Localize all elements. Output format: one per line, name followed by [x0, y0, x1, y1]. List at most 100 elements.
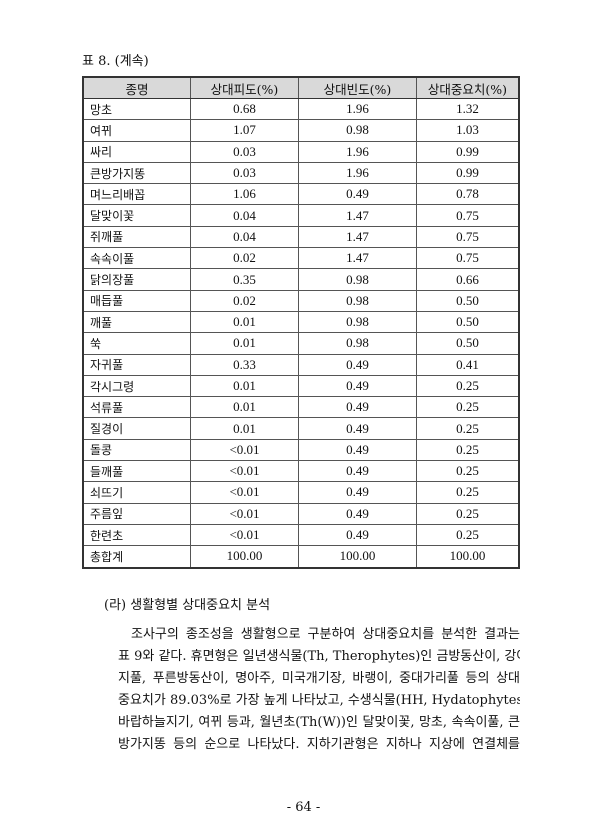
cell-relative-importance: 0.25 — [416, 396, 520, 419]
cell-relative-frequency: 1.47 — [298, 225, 417, 249]
cell-relative-cover: 0.04 — [190, 204, 299, 227]
cell-relative-cover: 0.03 — [190, 161, 299, 185]
cell-relative-importance: 0.66 — [416, 268, 520, 291]
cell-species: 속속이풀 — [82, 247, 191, 270]
cell-relative-cover: <0.01 — [190, 481, 299, 504]
header-relative-cover: 상대피도(%) — [190, 76, 299, 99]
species-importance-table: 종명 상대피도(%) 상대빈도(%) 상대중요치(%) 망초 0.68 1.96 1.… — [82, 76, 520, 569]
cell-species: 망초 — [82, 97, 191, 121]
cell-relative-frequency: 1.47 — [298, 204, 417, 227]
cell-relative-importance: 1.03 — [416, 119, 520, 142]
cell-relative-cover: 0.04 — [190, 225, 299, 249]
table-row: 각시그령 0.01 0.49 0.25 — [82, 374, 520, 398]
table-row: 쑥 0.01 0.98 0.50 — [82, 332, 520, 355]
cell-species: 돌콩 — [82, 438, 191, 462]
total-row: 총합계 100.00 100.00 100.00 — [82, 545, 520, 569]
paragraph-line: 바랍하늘지기, 여뀌 등과, 월년초(Th(W))인 달맞이꽃, 망초, 속속이… — [118, 715, 520, 730]
cell-relative-frequency: 0.98 — [298, 332, 417, 355]
cell-species: 자귀풀 — [82, 353, 191, 376]
cell-relative-importance: 1.32 — [416, 97, 520, 121]
cell-relative-frequency: 0.49 — [298, 502, 417, 525]
cell-species: 닭의장풀 — [82, 268, 191, 291]
page-number: - 64 - — [286, 800, 321, 815]
cell-relative-frequency: 1.47 — [298, 247, 417, 270]
cell-relative-importance: 0.25 — [416, 460, 520, 483]
paragraph-line: 방가지똥 등의 순으로 나타났다. 지하기관형은 지하나 지상에 연결체를 — [118, 737, 520, 752]
table-row: 주름잎 <0.01 0.49 0.25 — [82, 502, 520, 525]
table-row: 속속이풀 0.02 1.47 0.75 — [82, 247, 520, 270]
cell-relative-frequency: 0.98 — [298, 268, 417, 291]
cell-species: 달맞이꽃 — [82, 204, 191, 227]
cell-relative-importance: 0.50 — [416, 332, 520, 355]
cell-relative-importance: 0.25 — [416, 374, 520, 398]
table-row: 한련초 <0.01 0.49 0.25 — [82, 523, 520, 547]
cell-species: 주름잎 — [82, 502, 191, 525]
cell-relative-importance: 0.25 — [416, 417, 520, 440]
paragraph-line: 지풀, 푸른방동산이, 명아주, 미국개기장, 바랭이, 중대가리풀 등의 상대 — [118, 671, 520, 686]
paragraph-line: 표 9와 같다. 휴면형은 일년생식물(Th, Therophytes)인 금방… — [118, 649, 520, 664]
cell-relative-frequency: 1.96 — [298, 97, 417, 121]
cell-relative-cover: 1.06 — [190, 183, 299, 206]
cell-relative-cover: 100.00 — [190, 545, 299, 569]
cell-relative-frequency: 0.49 — [298, 460, 417, 483]
cell-relative-importance: 0.25 — [416, 438, 520, 462]
cell-relative-frequency: 0.98 — [298, 289, 417, 312]
cell-species: 총합계 — [82, 545, 191, 569]
header-species: 종명 — [82, 76, 191, 99]
table-row: 매듭풀 0.02 0.98 0.50 — [82, 289, 520, 312]
cell-relative-importance: 0.41 — [416, 353, 520, 376]
table-row: 달맞이꽃 0.04 1.47 0.75 — [82, 204, 520, 227]
table-row: 큰방가지똥 0.03 1.96 0.99 — [82, 161, 520, 185]
cell-relative-importance: 0.25 — [416, 502, 520, 525]
paragraph-line: 중요치가 89.03%로 가장 높게 나타났고, 수생식물(HH, Hydato… — [118, 693, 520, 708]
cell-species: 각시그령 — [82, 374, 191, 398]
cell-relative-frequency: 0.49 — [298, 438, 417, 462]
cell-relative-importance: 100.00 — [416, 545, 520, 569]
cell-relative-importance: 0.75 — [416, 204, 520, 227]
cell-relative-cover: <0.01 — [190, 523, 299, 547]
cell-relative-cover: 0.03 — [190, 140, 299, 163]
header-relative-frequency: 상대빈도(%) — [298, 76, 417, 99]
table-row: 며느리배꼽 1.06 0.49 0.78 — [82, 183, 520, 206]
cell-relative-frequency: 0.98 — [298, 310, 417, 334]
cell-relative-cover: 0.02 — [190, 247, 299, 270]
cell-species: 석류풀 — [82, 396, 191, 419]
cell-species: 질경이 — [82, 417, 191, 440]
table-row: 돌콩 <0.01 0.49 0.25 — [82, 438, 520, 462]
table-row: 쇠뜨기 <0.01 0.49 0.25 — [82, 481, 520, 504]
cell-relative-cover: 0.01 — [190, 374, 299, 398]
cell-relative-frequency: 0.49 — [298, 396, 417, 419]
cell-relative-cover: <0.01 — [190, 438, 299, 462]
table-row: 쥐깨풀 0.04 1.47 0.75 — [82, 225, 520, 249]
cell-species: 한련초 — [82, 523, 191, 547]
cell-species: 깨풀 — [82, 310, 191, 334]
cell-species: 싸리 — [82, 140, 191, 163]
table-row: 깨풀 0.01 0.98 0.50 — [82, 310, 520, 334]
cell-relative-cover: 0.02 — [190, 289, 299, 312]
cell-relative-cover: 0.35 — [190, 268, 299, 291]
cell-species: 며느리배꼽 — [82, 183, 191, 206]
cell-relative-frequency: 0.49 — [298, 183, 417, 206]
cell-relative-cover: 0.33 — [190, 353, 299, 376]
cell-relative-cover: 0.01 — [190, 396, 299, 419]
table-row: 싸리 0.03 1.96 0.99 — [82, 140, 520, 163]
cell-species: 큰방가지똥 — [82, 161, 191, 185]
table-header-row: 종명 상대피도(%) 상대빈도(%) 상대중요치(%) — [82, 76, 520, 99]
table-row: 질경이 0.01 0.49 0.25 — [82, 417, 520, 440]
cell-relative-importance: 0.78 — [416, 183, 520, 206]
table-row: 여뀌 1.07 0.98 1.03 — [82, 119, 520, 142]
cell-relative-importance: 0.75 — [416, 225, 520, 249]
cell-relative-frequency: 0.49 — [298, 481, 417, 504]
cell-species: 쑥 — [82, 332, 191, 355]
body-paragraph: 조사구의 종조성을 생활형으로 구분하여 상대중요치를 분석한 결과는 표 9와… — [118, 624, 520, 756]
cell-relative-cover: 0.01 — [190, 310, 299, 334]
paragraph-line: 조사구의 종조성을 생활형으로 구분하여 상대중요치를 분석한 결과는 — [131, 627, 520, 642]
cell-relative-importance: 0.99 — [416, 140, 520, 163]
cell-relative-frequency: 0.49 — [298, 523, 417, 547]
cell-relative-cover: <0.01 — [190, 502, 299, 525]
cell-relative-frequency: 0.49 — [298, 353, 417, 376]
cell-relative-cover: <0.01 — [190, 460, 299, 483]
cell-relative-cover: 1.07 — [190, 119, 299, 142]
cell-relative-importance: 0.75 — [416, 247, 520, 270]
cell-relative-frequency: 0.49 — [298, 417, 417, 440]
